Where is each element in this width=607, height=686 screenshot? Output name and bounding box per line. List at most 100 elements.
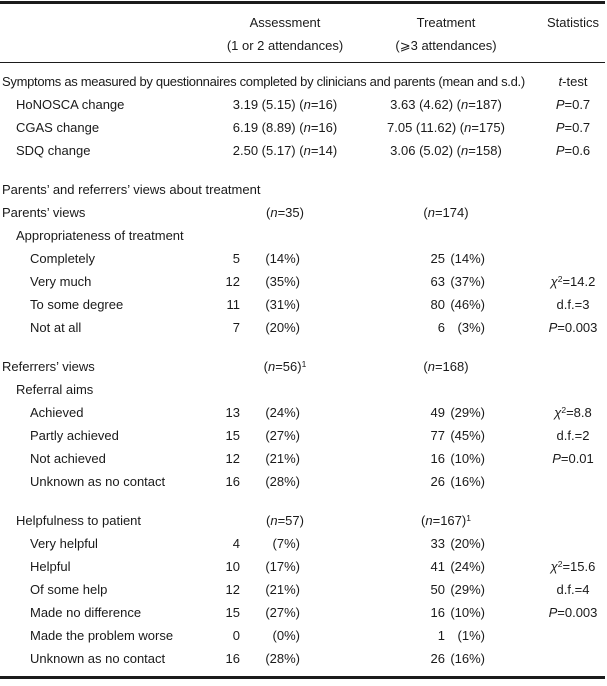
assessment-cell: 5 (14%) xyxy=(218,247,300,270)
table-row: To some degree 11 (31%) 80 (46%) d.f.=3 xyxy=(0,293,607,316)
percent-value: (17%) xyxy=(265,559,300,574)
percent-value: (0%) xyxy=(272,628,300,643)
text-segment: =168) xyxy=(434,359,469,374)
spacer-row xyxy=(0,339,607,355)
count-value: 16 xyxy=(225,651,240,666)
row-label: SDQ change xyxy=(16,143,91,158)
percent-value: (35%) xyxy=(265,274,300,289)
row-label: Made the problem worse xyxy=(30,628,174,643)
text-segment: =56) xyxy=(275,359,302,374)
count-value: 16 xyxy=(430,451,445,466)
percent-value: (27%) xyxy=(265,605,300,620)
row-label: Very helpful xyxy=(30,536,98,551)
table-row: HoNOSCA change 3.19 (5.15) (n=16) 3.63 (4.… xyxy=(0,93,607,116)
count-value: 41 xyxy=(430,559,445,574)
row-label: Unknown as no contact xyxy=(30,651,166,666)
text-segment: n xyxy=(270,513,278,528)
count-value: 6 xyxy=(437,320,445,335)
col-header-treatment: Treatment (⩾3 attendances) xyxy=(352,11,540,57)
assessment-cell: 15 (27%) xyxy=(218,424,300,447)
statistics-cell: d.f.=4 xyxy=(540,578,606,601)
text-segment: n xyxy=(464,120,472,135)
percent-value: (16%) xyxy=(450,651,485,666)
statistics-cell: χ2=14.2 xyxy=(540,270,606,293)
row-label: Parents’ views xyxy=(2,205,86,220)
assessment-cell: 6.19 (8.89) (n=16) xyxy=(218,116,352,139)
count-value: 15 xyxy=(225,428,240,443)
percent-value: (27%) xyxy=(265,428,300,443)
spacer-row xyxy=(0,493,607,509)
percent-value: (28%) xyxy=(265,651,300,666)
treatment-cell: 1 (1%) xyxy=(423,624,485,647)
treatment-cell: 16 (10%) xyxy=(423,447,485,470)
text-segment: χ xyxy=(550,559,558,574)
count-value: 25 xyxy=(430,251,445,266)
treatment-cell: 3.06 (5.02) (n=158) xyxy=(352,139,540,162)
assessment-cell: (n=57) xyxy=(218,509,352,532)
table-row: Of some help 12 (21%) 50 (29%) d.f.=4 xyxy=(0,578,607,601)
table-body: Symptoms as measured by questionnaires c… xyxy=(0,70,607,670)
text-segment: χ xyxy=(550,274,558,289)
assessment-cell: 10 (17%) xyxy=(218,555,300,578)
table-row: Unknown as no contact 16 (28%) 26 (16%) xyxy=(0,470,607,493)
text-segment: ( xyxy=(266,205,271,220)
statistics-cell: t-test xyxy=(540,70,606,93)
row-label: Not at all xyxy=(30,320,82,335)
row-label: Achieved xyxy=(30,405,84,420)
text-segment: n xyxy=(460,143,469,158)
treatment-cell: 26 (16%) xyxy=(423,647,485,670)
percent-value: (10%) xyxy=(450,451,485,466)
count-value: 11 xyxy=(226,297,241,312)
table-row: Achieved 13 (24%) 49 (29%) χ2=8.8 xyxy=(0,401,607,424)
text-segment: χ xyxy=(554,405,562,420)
row-label: Not achieved xyxy=(30,451,106,466)
percent-value: (29%) xyxy=(450,405,485,420)
percent-value: (14%) xyxy=(450,251,485,266)
count-value: 0 xyxy=(232,628,240,643)
text-segment: n xyxy=(270,205,278,220)
percent-value: (10%) xyxy=(450,605,485,620)
percent-value: (3%) xyxy=(457,320,485,335)
treatment-cell: 63 (37%) xyxy=(423,270,485,293)
count-value: 1 xyxy=(437,628,445,643)
statistics-cell: P=0.003 xyxy=(540,601,606,624)
text-segment: =0.003 xyxy=(557,320,598,335)
count-value: 26 xyxy=(430,651,445,666)
text-segment: n xyxy=(425,513,433,528)
table-row: Unknown as no contact 16 (28%) 26 (16%) xyxy=(0,647,607,670)
statistics-cell: d.f.=3 xyxy=(540,293,606,316)
row-label: Referrers’ views xyxy=(2,359,95,374)
text-segment: t xyxy=(558,74,563,89)
text-segment: n xyxy=(303,120,311,135)
footnote-marker: 1 xyxy=(301,358,307,369)
statistics-header-label: Statistics xyxy=(546,15,599,30)
text-segment: ( xyxy=(266,513,271,528)
text-segment: n xyxy=(303,143,311,158)
count-value: 13 xyxy=(225,405,240,420)
text-segment: ( xyxy=(421,513,426,528)
row-label: Partly achieved xyxy=(30,428,119,443)
statistics-cell: χ2=15.6 xyxy=(540,555,606,578)
section-label: Referral aims xyxy=(16,382,94,397)
row-label: CGAS change xyxy=(16,120,100,135)
table-row: Not achieved 12 (21%) 16 (10%) P=0.01 xyxy=(0,447,607,470)
count-value: 7 xyxy=(232,320,240,335)
treatment-cell: 16 (10%) xyxy=(423,601,485,624)
text-segment: 6.19 (8.89) ( xyxy=(232,120,304,135)
row-label: Very much xyxy=(30,274,92,289)
top-rule xyxy=(0,1,605,4)
percent-value: (20%) xyxy=(265,320,300,335)
text-segment: =16) xyxy=(310,97,338,112)
text-segment: ( xyxy=(423,205,428,220)
bottom-rule xyxy=(0,676,605,679)
footnote-marker: 1 xyxy=(466,512,471,523)
row-label: Helpfulness to patient xyxy=(16,513,142,528)
count-value: 77 xyxy=(430,428,445,443)
text-segment: =0.003 xyxy=(557,605,598,620)
percent-value: (24%) xyxy=(265,405,300,420)
percent-value: (14%) xyxy=(265,251,300,266)
percent-value: (20%) xyxy=(450,536,485,551)
text-segment: d.f.=2 xyxy=(556,428,590,443)
text-segment: =8.8 xyxy=(566,405,592,420)
treatment-cell: (n=168) xyxy=(352,355,540,378)
